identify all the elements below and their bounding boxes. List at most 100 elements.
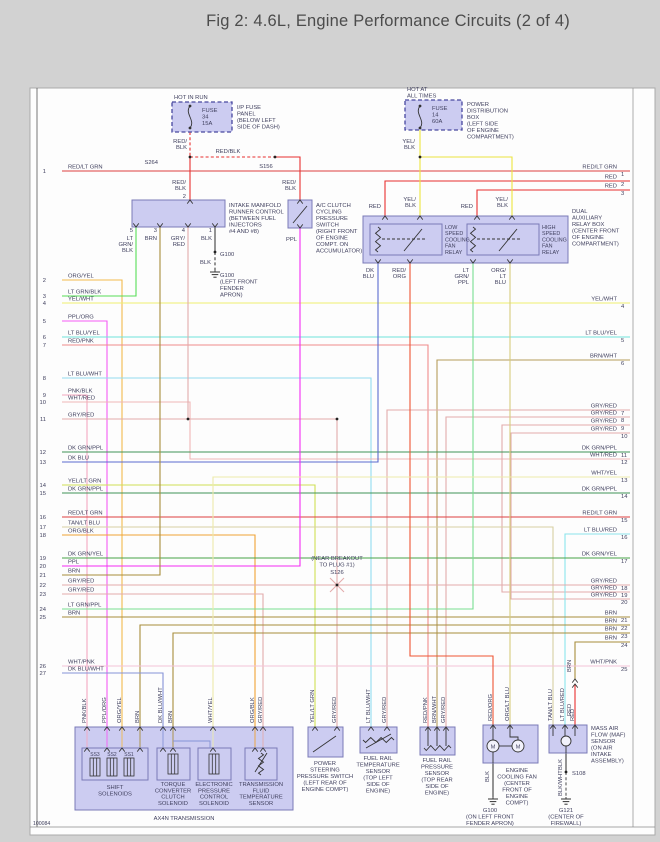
- low-speed-cooling-fan-relay: [369, 223, 443, 256]
- splice-dot: [335, 583, 339, 587]
- right-wire-number: 22: [621, 626, 627, 632]
- g100-imrc-label: G100: [220, 273, 234, 279]
- pin-arrow-icon: [118, 747, 126, 752]
- label: GRY/RED: [258, 697, 264, 723]
- imrc-label: #4 AND #8): [229, 229, 259, 235]
- left-wire-label: DK GRN/PPL: [68, 446, 104, 452]
- pin-arrow-icon: [561, 724, 569, 729]
- label: BLK: [405, 203, 416, 209]
- ip-fuse-note: PANEL: [237, 112, 256, 118]
- ip-fuse-value: 15A: [202, 121, 212, 127]
- label: PPL: [286, 237, 298, 243]
- wire-tan_ltblu: [62, 526, 554, 725]
- pin-arrow-icon: [374, 259, 382, 264]
- right-wire-number: 24: [621, 643, 628, 649]
- resistor-icon: [423, 744, 452, 752]
- label: SS3: [90, 752, 100, 758]
- epc-label: ELECTRONIC: [195, 782, 232, 788]
- wire-ltgrn_blk: [62, 227, 137, 297]
- pin-arrow-icon: [136, 726, 144, 731]
- frt-label: FUEL RAIL: [363, 756, 393, 762]
- pin-arrow-icon: [311, 726, 319, 731]
- label: RED: [570, 709, 576, 721]
- left-wire-number: 19: [40, 556, 46, 562]
- label: YEL/LT GRN: [310, 690, 316, 723]
- pin-arrow-icon: [508, 215, 516, 220]
- right-wire-label: RED: [605, 184, 617, 190]
- low-relay-label: SPEED: [445, 231, 463, 237]
- right-wire-number: 7: [621, 411, 624, 417]
- pin-arrow-icon: [209, 747, 217, 752]
- label: SS2: [107, 752, 117, 758]
- left-wire-number: 4: [43, 301, 47, 307]
- symbol-line: [292, 205, 308, 224]
- g121-label: (CENTER OF: [548, 815, 584, 821]
- splice-dot: [335, 417, 339, 421]
- label: RED/PNK: [423, 697, 429, 723]
- label: SS1: [124, 752, 134, 758]
- label: BLK: [122, 248, 133, 254]
- label: GRY/RED: [441, 697, 447, 723]
- right-wire-label: GRY/RED: [591, 419, 617, 425]
- motor-icon: [486, 739, 500, 753]
- tcc-label: TORQUE: [161, 782, 186, 788]
- wire-red_blk: [275, 156, 301, 200]
- label: GRY/RED: [382, 697, 388, 723]
- label: DK BLU/WHT: [158, 687, 164, 723]
- ac-switch-label: CYCLING: [316, 210, 342, 216]
- left-wire-number: 9: [43, 393, 46, 399]
- label: DK: [366, 268, 374, 274]
- left-wire-label: DK BLU: [68, 456, 89, 462]
- label: BLK: [558, 759, 564, 770]
- pin-arrow-icon: [416, 215, 424, 220]
- frp-label: SENSOR: [425, 771, 449, 777]
- wire-ltblu_red: [564, 533, 630, 725]
- label: BLK: [175, 186, 186, 192]
- label: PNK/BLK: [82, 698, 88, 723]
- right-wire-number: 14: [621, 494, 628, 500]
- left-wire-label: ORG/YEL: [68, 274, 95, 280]
- power-distribution-box-fuse: [404, 99, 463, 131]
- label: BRN: [567, 660, 573, 672]
- pin-arrow-icon: [406, 259, 414, 264]
- wire-ltgrn_ppl: [62, 263, 474, 610]
- frt-label: ENGINE): [366, 789, 390, 795]
- label: BLK: [201, 236, 212, 242]
- right-wire-label: DK GRN/YEL: [582, 552, 618, 558]
- hot-in-run: HOT IN RUN: [174, 95, 208, 101]
- coil-icon: [374, 226, 382, 253]
- symbol-line: [312, 735, 337, 753]
- left-wire-label: PPL: [68, 560, 80, 566]
- left-wire-label: DK GRN/YEL: [68, 552, 104, 558]
- right-wire-label: YEL/WHT: [591, 297, 617, 303]
- pin-arrow-icon: [251, 726, 259, 731]
- left-wire-number: 24: [40, 607, 47, 613]
- wire-dk_blu: [62, 263, 379, 463]
- figure-title: Fig 2: 4.6L, Engine Performance Circuits…: [206, 12, 570, 30]
- right-wire-label: LT BLU/RED: [584, 528, 617, 534]
- label: BRN: [168, 711, 174, 723]
- pdb-note: (LEFT SIDE: [467, 122, 498, 128]
- ac-switch-label: (RIGHT FRONT: [316, 229, 358, 235]
- epc-label: PRESSURE: [198, 788, 230, 794]
- solenoid-icon: [123, 757, 135, 777]
- tft-label: TRANSMISSION: [239, 782, 283, 788]
- ac-switch-label: OF ENGINE: [316, 236, 348, 242]
- pin-arrow-icon: [83, 747, 91, 752]
- pin-arrow-icon: [506, 259, 514, 264]
- label: BLK: [285, 186, 296, 192]
- frt-label: (TOP LEFT: [363, 776, 393, 782]
- right-wire-label: BRN: [605, 619, 617, 625]
- label: RED/: [172, 180, 186, 186]
- fan-label: ENGINE: [506, 768, 528, 774]
- label: BLK: [404, 145, 415, 151]
- imrc-label: INTAKE MANIFOLD: [229, 203, 281, 209]
- pdb-fuse-value: FUSE: [432, 106, 448, 112]
- left-wire-number: 27: [40, 671, 46, 677]
- label: M: [491, 745, 496, 751]
- frt-label: SENSOR: [366, 769, 390, 775]
- tcc-solenoid: [156, 747, 191, 781]
- right-wire-number: 21: [621, 618, 627, 624]
- epc-label: SOLENOID: [199, 801, 229, 807]
- pin-arrow-icon: [489, 724, 497, 729]
